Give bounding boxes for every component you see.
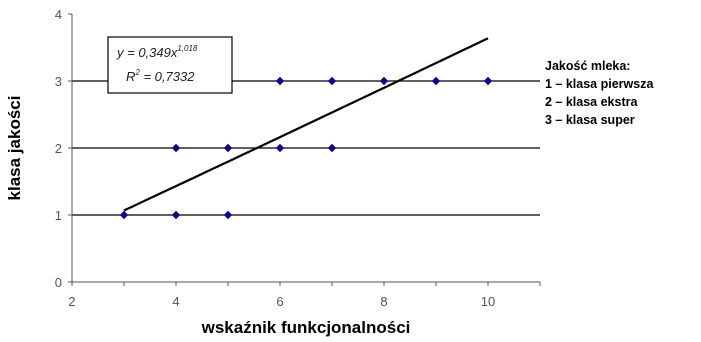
y-tick-label: 3 (55, 74, 62, 89)
data-point (327, 143, 337, 153)
data-points (119, 76, 493, 220)
equation-text: y = 0,349x1,018 (116, 44, 198, 60)
x-tick-label: 4 (172, 294, 179, 309)
r-squared-text: R2 = 0,7332 (126, 68, 195, 84)
y-axis-label: klasa jakości (5, 96, 24, 201)
y-tick-label: 1 (55, 208, 62, 223)
x-tick-label: 6 (276, 294, 283, 309)
x-tick-label: 8 (380, 294, 387, 309)
y-tick-label: 4 (55, 7, 62, 22)
axes (68, 13, 541, 286)
data-point (275, 76, 285, 86)
legend-item: 2 – klasa ekstra (545, 95, 638, 109)
data-point (171, 210, 181, 220)
gridlines (72, 80, 540, 216)
y-tick-label: 2 (55, 141, 62, 156)
x-tick-label: 2 (68, 294, 75, 309)
x-axis-label: wskaźnik funkcjonalności (201, 318, 411, 337)
data-point (119, 210, 129, 220)
trendline (123, 37, 489, 212)
legend-item: 3 – klasa super (545, 113, 635, 127)
y-tick-label: 0 (55, 275, 62, 290)
data-point (223, 210, 233, 220)
legend: Jakość mleka: 1 – klasa pierwsza 2 – kla… (545, 57, 653, 129)
data-point (223, 143, 233, 153)
legend-item: 1 – klasa pierwsza (545, 77, 654, 91)
data-point (483, 76, 493, 86)
trendline-group (123, 37, 489, 212)
tick-labels: 0 1 2 3 4 2 4 6 8 10 (55, 7, 495, 309)
legend-title: Jakość mleka: (545, 59, 631, 73)
data-point (379, 76, 389, 86)
equation-box (107, 36, 233, 94)
data-point (327, 76, 337, 86)
x-tick-label: 10 (481, 294, 495, 309)
data-point (171, 143, 181, 153)
data-point (431, 76, 441, 86)
data-point (275, 143, 285, 153)
